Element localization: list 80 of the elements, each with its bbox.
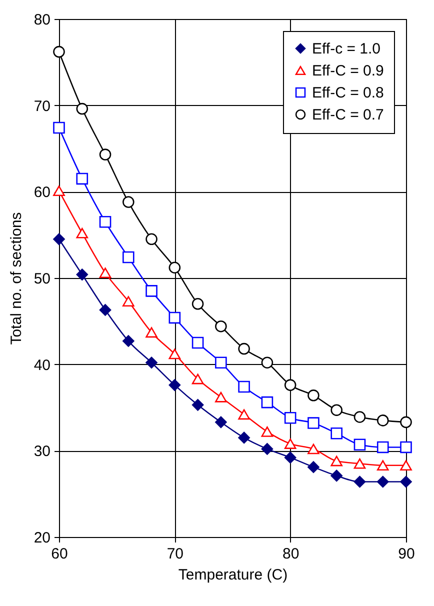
point	[122, 196, 134, 208]
point	[168, 262, 181, 274]
point	[76, 172, 88, 185]
point	[284, 438, 296, 449]
point	[376, 441, 389, 454]
point	[53, 233, 65, 246]
point	[215, 320, 227, 332]
point	[146, 285, 158, 297]
point	[238, 342, 250, 355]
point	[308, 444, 320, 454]
x-tick-label: 70	[166, 546, 184, 562]
point	[284, 412, 296, 424]
point	[354, 438, 366, 451]
point	[261, 356, 274, 368]
point	[53, 122, 65, 134]
point	[192, 374, 204, 384]
point	[76, 102, 88, 115]
point	[122, 251, 134, 264]
point	[168, 379, 181, 391]
x-tick-label: 90	[398, 546, 415, 562]
point	[215, 416, 227, 428]
x-axis-title: Temperature (C)	[178, 566, 288, 584]
point	[122, 335, 134, 347]
point	[330, 456, 342, 466]
point	[400, 476, 412, 488]
point	[122, 296, 134, 306]
y-tick-label: 70	[34, 98, 50, 115]
point	[376, 414, 389, 426]
point	[330, 428, 342, 440]
point	[400, 416, 412, 428]
legend-label: Eff-C = 0.7	[312, 106, 384, 124]
point	[308, 390, 320, 402]
x-tick-label: 60	[51, 546, 68, 562]
point	[168, 312, 181, 324]
point	[330, 404, 342, 416]
y-tick-label: 60	[34, 184, 50, 202]
point	[308, 417, 320, 429]
y-tick-label: 80	[34, 12, 50, 28]
point	[99, 268, 112, 278]
y-tick-label: 20	[34, 530, 50, 546]
legend-label: Eff-C = 0.9	[312, 62, 384, 80]
y-tick-label: 50	[34, 270, 50, 288]
point	[261, 426, 274, 437]
point	[192, 336, 204, 349]
point	[284, 452, 296, 464]
y-tick-label: 30	[34, 443, 50, 460]
point	[400, 460, 412, 471]
point	[192, 298, 204, 310]
point	[284, 379, 296, 391]
y-tick-label: 40	[34, 356, 50, 374]
point	[192, 399, 204, 411]
point	[354, 476, 366, 488]
x-tick-label: 80	[282, 546, 300, 562]
point	[146, 233, 158, 246]
point	[53, 46, 65, 58]
legend-label: Eff-c = 1.0	[312, 40, 381, 58]
point	[261, 443, 274, 455]
point	[146, 356, 158, 368]
point	[354, 458, 366, 469]
point	[99, 304, 112, 316]
point	[261, 396, 274, 408]
point	[238, 380, 250, 393]
point	[146, 327, 158, 338]
y-axis-title: Total no. of sections	[8, 212, 25, 345]
point	[215, 392, 227, 402]
point	[76, 268, 88, 280]
legend-label: Eff-C = 0.8	[312, 84, 384, 102]
point	[168, 348, 181, 360]
point	[400, 441, 412, 454]
point	[376, 460, 389, 471]
point	[308, 461, 320, 473]
point	[238, 409, 250, 420]
point	[354, 411, 366, 423]
point	[99, 216, 112, 228]
point	[376, 476, 389, 488]
point	[99, 148, 112, 160]
point	[215, 356, 227, 368]
point	[238, 432, 250, 444]
point	[330, 470, 342, 482]
point	[76, 228, 88, 238]
